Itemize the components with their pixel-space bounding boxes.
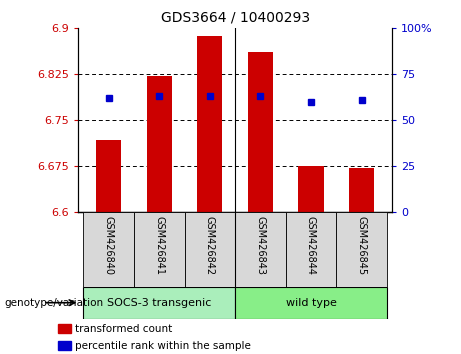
Bar [349,168,374,212]
Bar [197,36,223,212]
Bar [58,324,71,333]
FancyBboxPatch shape [134,212,184,287]
Bar [96,140,121,212]
Text: GSM426845: GSM426845 [356,216,366,275]
FancyBboxPatch shape [235,287,387,319]
FancyBboxPatch shape [235,212,286,287]
Text: GSM426842: GSM426842 [205,216,215,275]
Text: GSM426844: GSM426844 [306,216,316,275]
Text: GSM426843: GSM426843 [255,216,266,275]
Text: GSM426841: GSM426841 [154,216,164,275]
Bar [147,76,172,212]
Text: genotype/variation: genotype/variation [5,298,104,308]
FancyBboxPatch shape [83,287,235,319]
FancyBboxPatch shape [336,212,387,287]
Bar [58,341,71,350]
FancyBboxPatch shape [184,212,235,287]
Text: SOCS-3 transgenic: SOCS-3 transgenic [107,298,212,308]
Title: GDS3664 / 10400293: GDS3664 / 10400293 [160,10,310,24]
Text: percentile rank within the sample: percentile rank within the sample [76,341,251,351]
Text: wild type: wild type [285,298,337,308]
FancyBboxPatch shape [83,212,134,287]
Bar [298,166,324,212]
Text: GSM426840: GSM426840 [104,216,114,275]
Text: transformed count: transformed count [76,324,173,334]
Bar [248,52,273,212]
FancyBboxPatch shape [286,212,336,287]
